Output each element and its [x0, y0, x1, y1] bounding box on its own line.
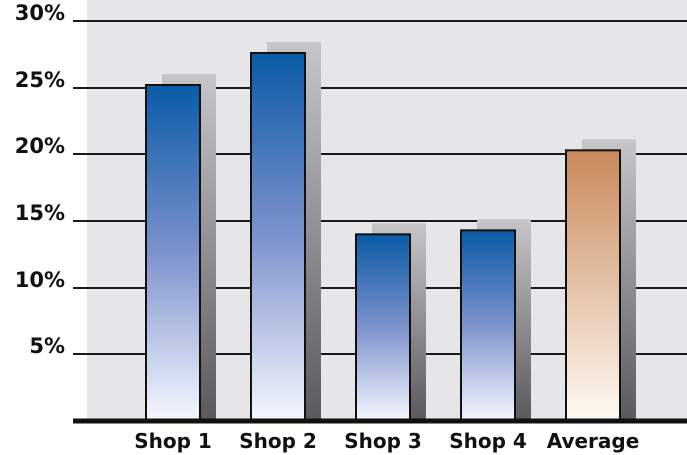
y-tick-label: 20% — [15, 134, 65, 158]
y-tick-label: 15% — [15, 201, 65, 225]
bar-shop-2 — [250, 52, 306, 422]
x-axis-category-labels: Shop 1 Shop 2 Shop 3 Shop 4 Average — [134, 429, 639, 453]
bar-shop-4 — [460, 229, 516, 422]
bar-average — [565, 149, 621, 422]
x-tick-label: Shop 4 — [449, 429, 527, 453]
y-tick-label: 5% — [29, 334, 65, 358]
bars — [145, 42, 636, 422]
y-tick-label: 30% — [15, 1, 65, 25]
x-tick-label: Shop 1 — [134, 429, 212, 453]
bar-shop-1 — [145, 84, 201, 422]
x-tick-label: Shop 2 — [239, 429, 317, 453]
x-tick-label: Shop 3 — [344, 429, 422, 453]
y-tick-label: 10% — [15, 268, 65, 292]
y-axis-tick-labels: 5% 10% 15% 20% 25% 30% — [15, 1, 65, 358]
x-tick-label: Average — [547, 429, 640, 453]
bar-shop-3 — [355, 233, 411, 422]
y-tick-label: 25% — [15, 68, 65, 92]
